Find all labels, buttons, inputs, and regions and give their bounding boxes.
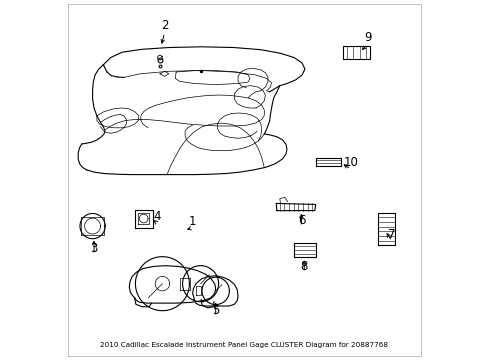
Text: 8: 8: [300, 260, 307, 273]
Text: 5: 5: [212, 304, 219, 317]
Text: 4: 4: [153, 210, 161, 223]
Text: 7: 7: [387, 228, 395, 241]
Text: 10: 10: [343, 156, 358, 169]
Text: 3: 3: [90, 242, 98, 255]
Text: 2010 Cadillac Escalade Instrument Panel Gage CLUSTER Diagram for 20887768: 2010 Cadillac Escalade Instrument Panel …: [101, 342, 387, 348]
Text: 9: 9: [363, 31, 370, 44]
Text: 1: 1: [188, 215, 196, 228]
Text: 2: 2: [161, 19, 168, 32]
Text: 6: 6: [297, 214, 305, 227]
